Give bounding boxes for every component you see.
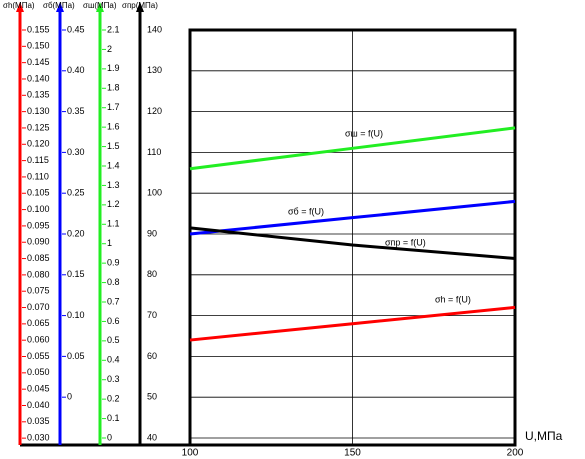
y-tick-label: 0.125	[27, 122, 50, 132]
y-tick-label: 60	[147, 351, 157, 361]
x-axis-label: U,МПа	[525, 429, 563, 443]
y-tick-label: 0.065	[27, 318, 50, 328]
y-tick-label: 0.070	[27, 302, 50, 312]
y-tick-label: 1	[107, 238, 112, 248]
y-tick-label: 40	[147, 432, 157, 442]
y-tick-label: 0.1	[107, 413, 120, 423]
y-tick-label: 0.050	[27, 367, 50, 377]
y-tick-label: 0.140	[27, 73, 50, 83]
y-tick-label: 1.8	[107, 83, 120, 93]
series-line	[189, 126, 516, 171]
y-tick-label: 0.075	[27, 286, 50, 296]
y-tick-label: 1.3	[107, 180, 120, 190]
x-tick-label: 100	[182, 448, 199, 459]
axis-title: σш(МПа)	[83, 1, 117, 10]
y-tick-label: 0.35	[67, 106, 85, 116]
y-tick-label: 0	[107, 432, 112, 442]
y-tick-label: 2	[107, 44, 112, 54]
y-tick-label: 1.1	[107, 219, 120, 229]
y-tick-label: 0	[67, 392, 72, 402]
y-tick-label: 0.145	[27, 57, 50, 67]
x-tick-label: 150	[344, 448, 361, 459]
y-tick-label: 1.7	[107, 102, 120, 112]
y-tick-label: 140	[147, 24, 162, 34]
y-tick-label: 0.040	[27, 400, 50, 410]
y-tick-label: 0.095	[27, 220, 50, 230]
y-tick-label: 0.10	[67, 310, 85, 320]
y-tick-label: 1.5	[107, 141, 120, 151]
y-tick-label: 0.030	[27, 433, 50, 443]
y-tick-label: 0.045	[27, 384, 50, 394]
series-label: σб = f(U)	[288, 206, 324, 216]
axis-arrow	[16, 2, 24, 12]
y-tick-label: 0.4	[107, 355, 120, 365]
y-tick-label: 0.105	[27, 188, 50, 198]
y-tick-label: 0.40	[67, 65, 85, 75]
y-tick-label: 0.055	[27, 351, 50, 361]
series-label: σпр = f(U)	[385, 237, 426, 247]
y-tick-label: 0.2	[107, 394, 120, 404]
y-tick-label: 0.20	[67, 228, 85, 238]
y-tick-label: 0.130	[27, 106, 50, 116]
axis-title: σh(МПа)	[3, 1, 35, 10]
y-tick-label: 0.120	[27, 139, 50, 149]
y-tick-label: 70	[147, 310, 157, 320]
y-tick-label: 0.6	[107, 316, 120, 326]
y-tick-label: 120	[147, 106, 162, 116]
y-tick-label: 1.6	[107, 122, 120, 132]
series-line	[189, 199, 516, 236]
y-tick-label: 110	[147, 147, 161, 157]
y-tick-label: 0.30	[67, 147, 85, 157]
y-tick-label: 0.035	[27, 416, 50, 426]
series-label: σh = f(U)	[435, 294, 471, 304]
y-tick-label: 0.15	[67, 269, 85, 279]
y-tick-label: 0.115	[27, 155, 49, 165]
y-tick-label: 0.110	[27, 171, 49, 181]
y-tick-label: 0.080	[27, 269, 50, 279]
x-tick-label: 200	[507, 448, 524, 459]
y-tick-label: 0.9	[107, 258, 120, 268]
y-tick-label: 100	[147, 188, 162, 198]
y-tick-label: 130	[147, 65, 162, 75]
y-tick-label: 0.060	[27, 335, 50, 345]
y-tick-label: 2.1	[107, 24, 120, 34]
y-tick-label: 90	[147, 228, 157, 238]
y-tick-label: 0.155	[27, 24, 50, 34]
y-tick-label: 0.100	[27, 204, 50, 214]
y-tick-label: 0.090	[27, 237, 50, 247]
axis-arrow	[56, 2, 64, 12]
y-tick-label: 80	[147, 269, 157, 279]
y-tick-label: 1.2	[107, 199, 120, 209]
y-tick-label: 0.085	[27, 253, 50, 263]
series-line	[189, 305, 516, 342]
y-tick-label: 50	[147, 392, 157, 402]
axis-arrow	[136, 2, 144, 12]
y-tick-label: 0.3	[107, 374, 120, 384]
y-tick-label: 0.8	[107, 277, 120, 287]
y-tick-label: 0.45	[67, 24, 85, 34]
series-line	[189, 226, 516, 260]
axis-title: σб(МПа)	[43, 1, 75, 10]
y-tick-label: 1.4	[107, 160, 120, 170]
y-tick-label: 0.5	[107, 335, 120, 345]
y-tick-label: 0.150	[27, 41, 50, 51]
axis-arrow	[96, 2, 104, 12]
y-tick-label: 0.7	[107, 296, 120, 306]
axis-title: σпр(МПа)	[122, 1, 158, 10]
y-tick-label: 0.135	[27, 90, 50, 100]
series-label: σш = f(U)	[345, 128, 383, 138]
y-tick-label: 0.25	[67, 188, 85, 198]
y-tick-label: 0.05	[67, 351, 85, 361]
y-tick-label: 1.9	[107, 63, 120, 73]
